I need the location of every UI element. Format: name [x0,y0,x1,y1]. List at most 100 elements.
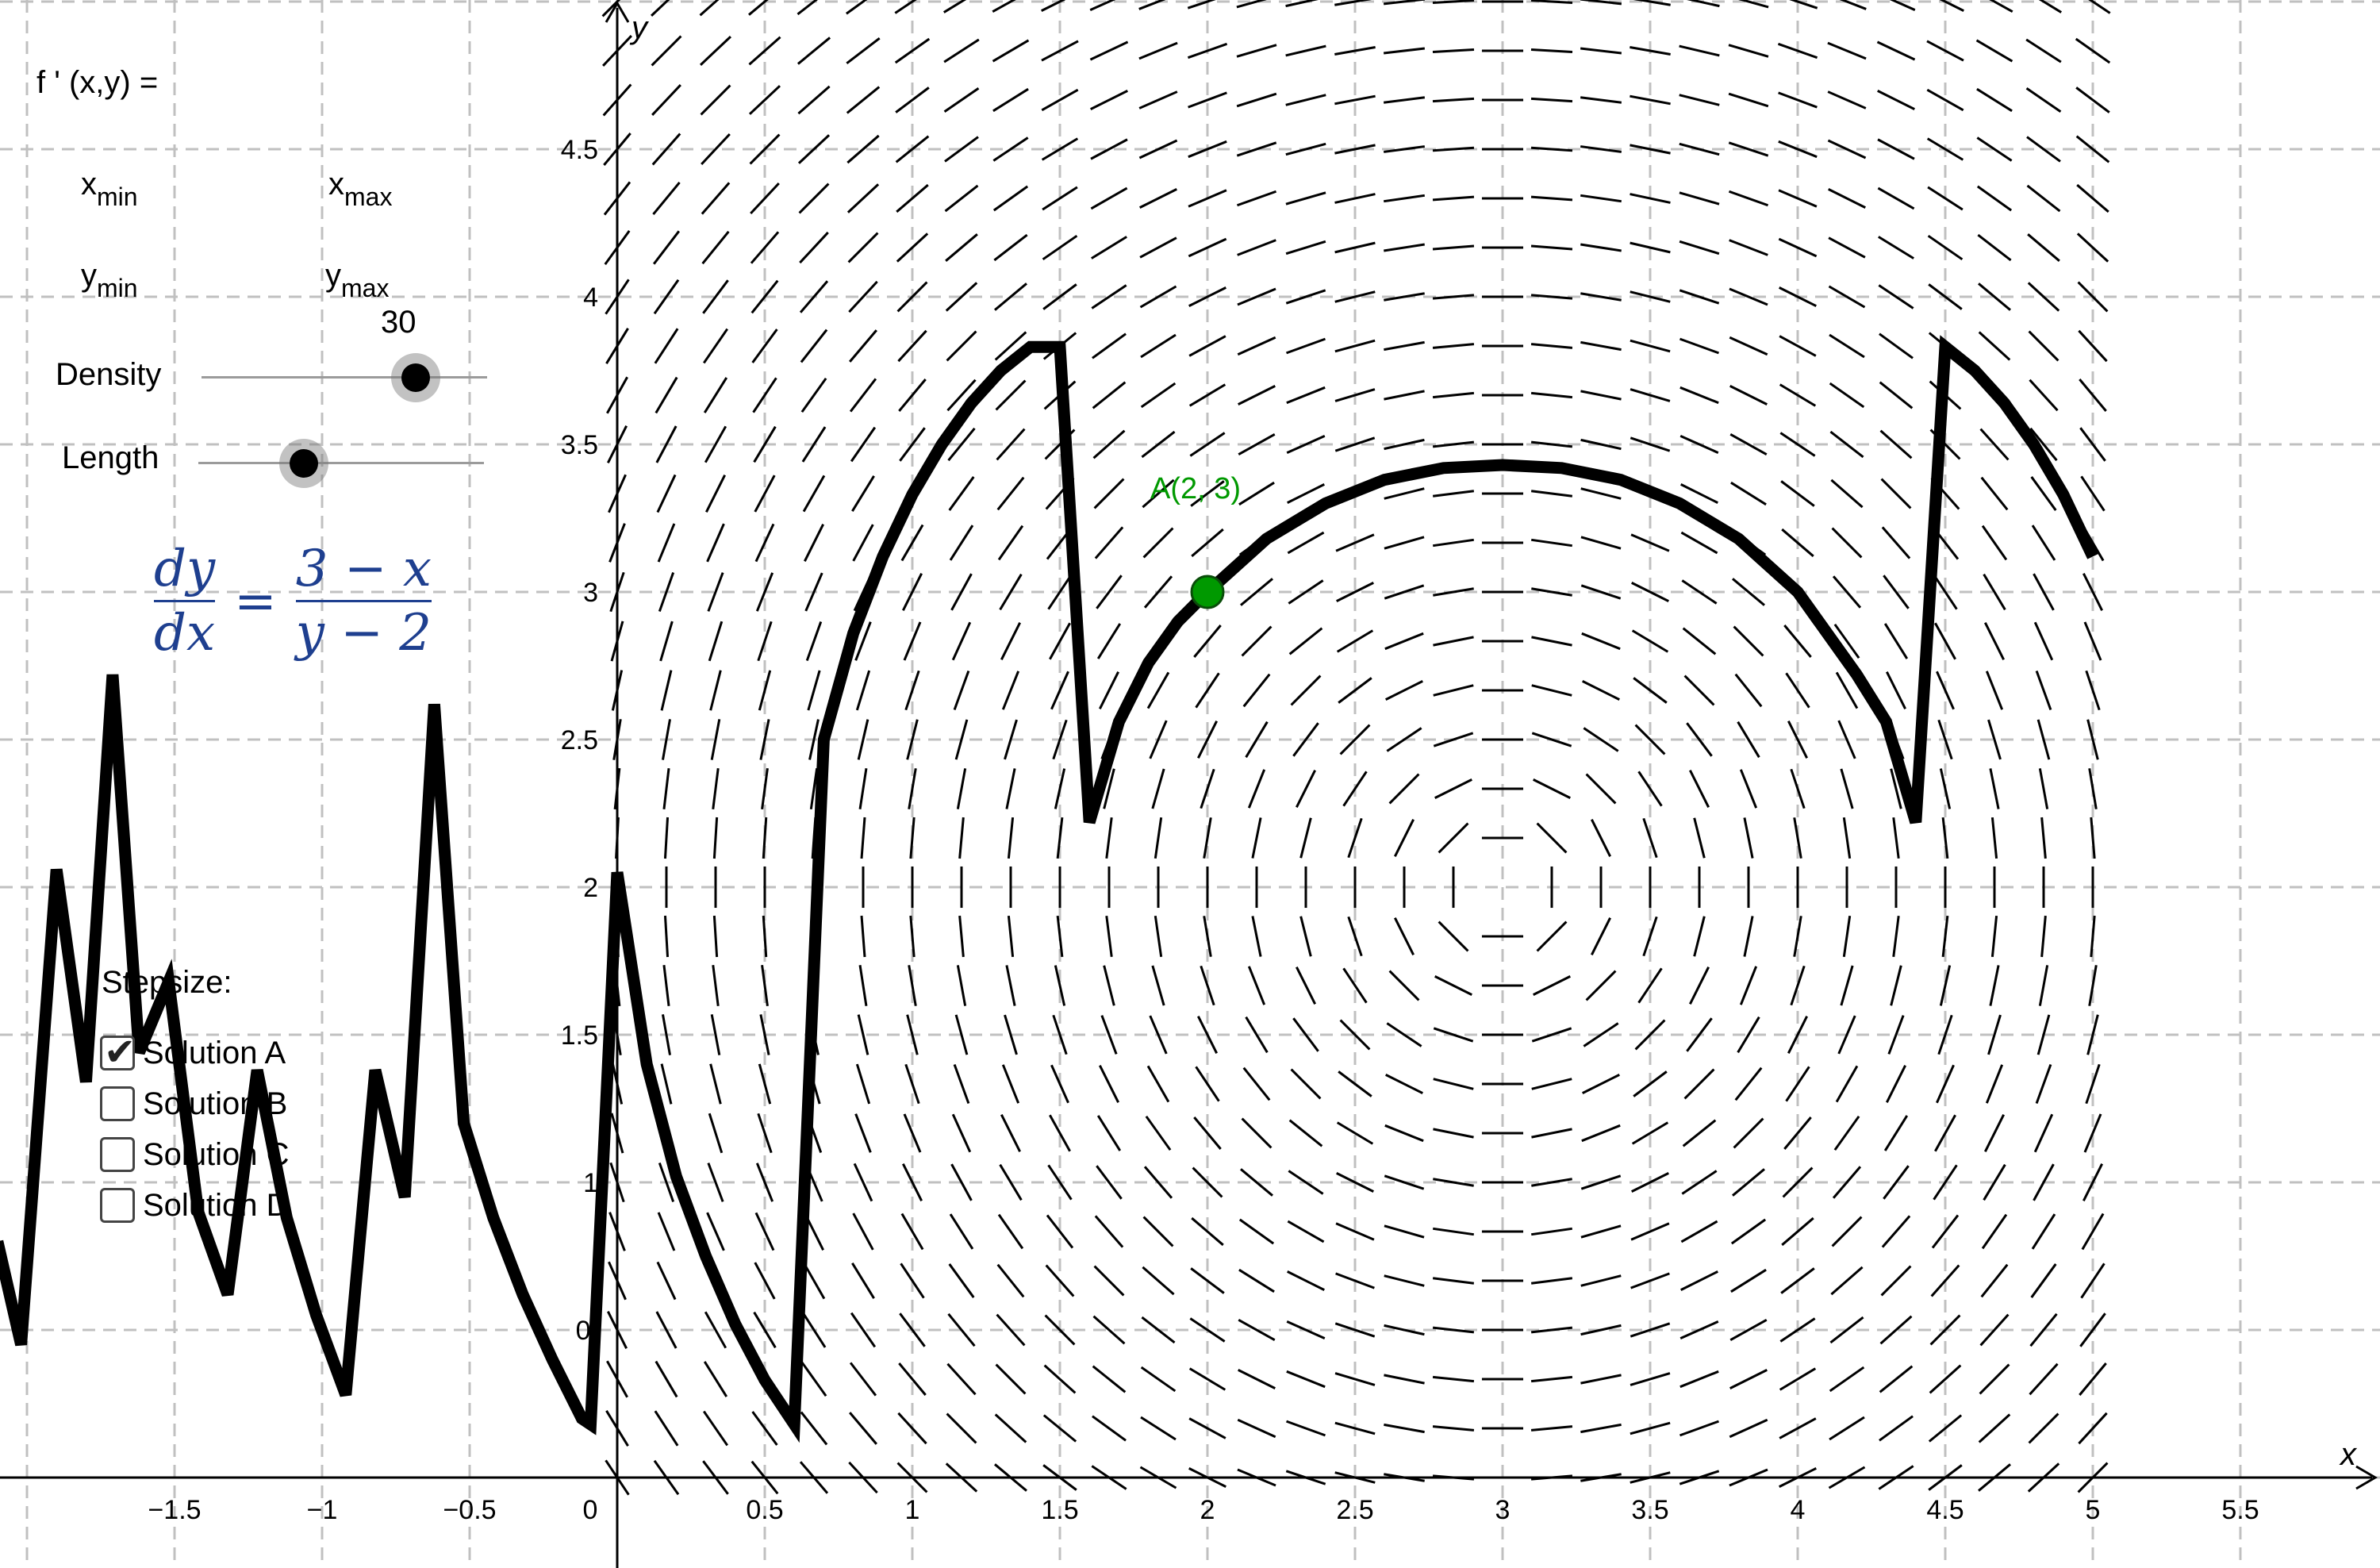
slope-segment [1939,768,1952,809]
slope-segment [1930,1264,1960,1297]
slope-segment [797,0,819,16]
slope-segment [1580,0,1622,6]
slope-segment [801,1312,827,1348]
length-label: Length [62,440,159,475]
slope-segment [1285,289,1326,305]
solution-checkbox-row[interactable]: Solution A [100,1030,286,1074]
slope-segment [1686,1017,1713,1052]
slope-segment [1580,292,1622,302]
slope-segment [994,282,1027,311]
slope-segment [1151,965,1165,1006]
slope-segment [2028,1412,2059,1444]
solution-curve-a [0,335,2098,1443]
solution-checkbox-label[interactable]: Solution D [143,1187,290,1223]
slope-segment [1679,1320,1719,1339]
slope-segment [1334,388,1376,402]
slope-segment [1347,817,1363,859]
slope-segment [992,39,1030,63]
slope-segment [1630,388,1671,402]
solution-checkbox-row[interactable]: Solution C [100,1133,290,1176]
slope-segment [857,1014,869,1055]
solution-checkbox[interactable] [100,1137,135,1172]
slope-segment [1238,1369,1276,1389]
slope-segment [1835,1065,1859,1103]
solution-checkbox[interactable] [100,1086,135,1121]
solution-checkbox-label[interactable]: Solution C [143,1136,290,1172]
slope-segment [1096,1165,1123,1200]
slope-segment [846,134,880,164]
slope-segment [657,523,676,563]
slope-segment [1339,724,1371,755]
slope-segment [1580,536,1622,550]
slope-segment [663,817,670,859]
y-axis-label: y [629,10,650,45]
density-slider-track[interactable] [202,376,487,379]
solution-checkbox-label[interactable]: Solution B [143,1086,288,1121]
slope-segment [1876,40,1916,61]
slope-segment [1682,627,1717,655]
slope-segment [1247,769,1266,809]
slope-segment [2078,1412,2108,1445]
slope-segment [846,37,881,65]
slope-segment [2025,38,2062,63]
slope-segment [1933,574,1958,610]
slope-segment [1734,673,1763,708]
slope-segment [1190,480,1225,507]
slope-segment [1533,778,1571,799]
slope-segment [1151,768,1165,809]
slope-segment [1679,94,1720,106]
equation-rhs-den: y − 2 [295,604,432,663]
slope-segment [956,965,967,1006]
solution-checkbox[interactable] [100,1030,136,1074]
slope-segment [1000,1114,1021,1152]
length-slider-knob[interactable] [279,439,329,488]
length-slider-track[interactable] [198,462,484,464]
slope-segment [1583,1022,1619,1047]
slope-segment [945,282,978,312]
slope-segment [1245,721,1269,759]
slope-segment [949,525,974,561]
slope-segment [808,719,820,760]
solution-checkbox-row[interactable]: Solution D [100,1184,290,1227]
slope-segment [1732,578,1765,606]
slope-segment [1879,332,1914,359]
slope-segment [1334,339,1376,353]
slope-segment [1092,1315,1126,1345]
solution-checkbox-label[interactable]: Solution A [143,1035,286,1070]
slope-segment [1200,965,1215,1006]
slope-segment [662,964,670,1007]
slope-segment [1089,0,1116,11]
slope-segment [658,571,675,613]
slope-segment [1887,1015,1905,1055]
equals-sign: = [234,571,277,631]
slope-segment [654,328,679,364]
slope-segment [1980,1263,2009,1298]
density-slider-knob[interactable] [391,353,440,402]
x-tick-label: 2 [1200,1495,1215,1525]
slope-segment [712,964,720,1007]
slope-segment [2083,621,2102,661]
slope-segment [1247,966,1266,1005]
slope-segment [1533,975,1571,996]
slope-segment [1189,432,1226,457]
slope-segment [1642,916,1658,957]
solution-checkbox[interactable] [100,1188,135,1223]
solution-checkbox-row[interactable]: Solution B [100,1082,287,1125]
slope-segment [1728,141,1769,157]
slope-segment [1779,335,1817,357]
slope-segment [1686,722,1713,757]
slope-segment [1142,478,1175,509]
slope-segment [851,1262,875,1299]
slope-segment [652,181,681,216]
slope-segment [1978,282,2011,311]
slope-segment [805,621,823,662]
slope-segment [1977,233,2012,262]
slope-segment [908,768,917,809]
slope-segment [947,1312,976,1347]
slope-segment [800,1411,828,1446]
point-a[interactable] [1190,575,1225,609]
slope-segment [909,915,916,958]
slope-segment [1090,186,1128,210]
slope-segment [652,230,681,265]
